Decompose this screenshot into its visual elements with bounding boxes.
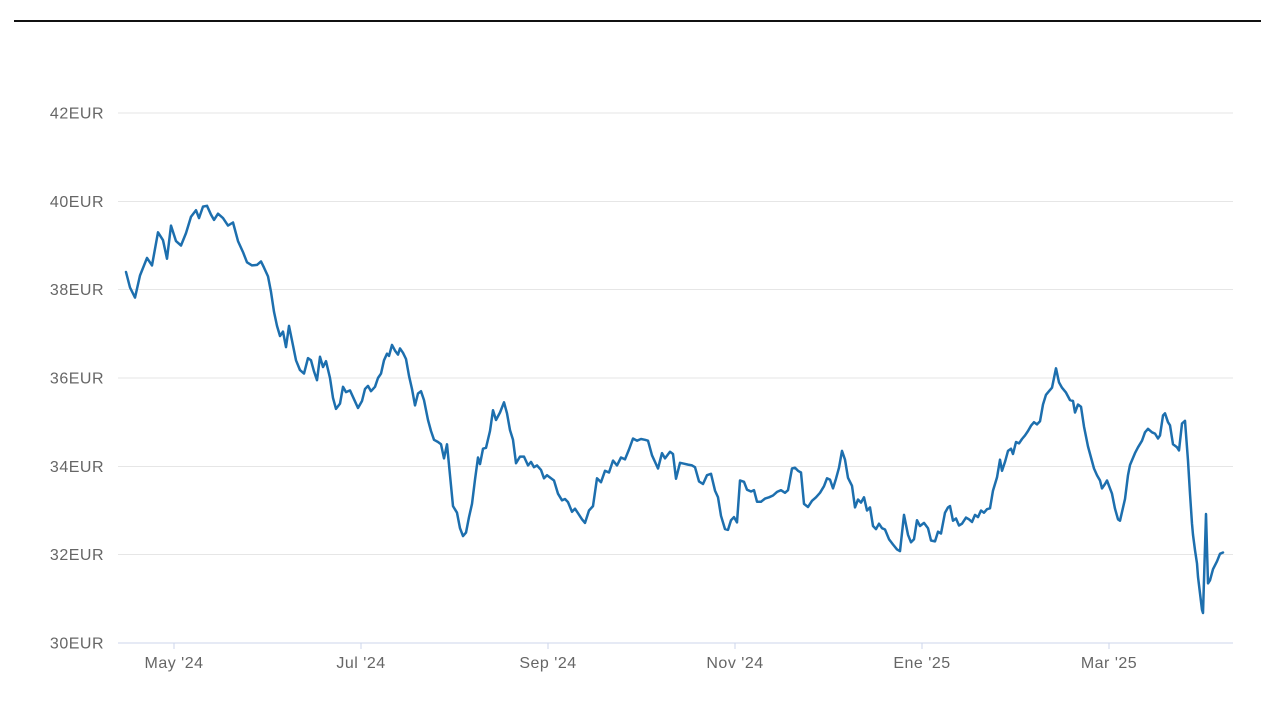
top-divider (14, 20, 1261, 22)
y-axis-label: 32EUR (50, 547, 104, 564)
price-series (124, 204, 1225, 615)
x-axis-label: Nov '24 (706, 655, 763, 672)
y-axis-label: 36EUR (50, 371, 104, 388)
y-axis-label: 42EUR (50, 106, 104, 123)
y-axis-label: 30EUR (50, 636, 104, 653)
gridlines (118, 112, 1233, 644)
x-axis-label: Ene '25 (893, 655, 950, 672)
y-axis-labels: 42EUR 40EUR 38EUR 36EUR 34EUR 32EUR 30EUR (50, 106, 104, 653)
y-axis-label: 34EUR (50, 459, 104, 476)
y-axis-label: 40EUR (50, 194, 104, 211)
x-axis-label: Jul '24 (336, 655, 385, 672)
x-axis-label: May '24 (144, 655, 203, 672)
x-axis-label: Mar '25 (1081, 655, 1137, 672)
x-axis: May '24 Jul '24 Sep '24 Nov '24 Ene '25 Mar '… (144, 643, 1137, 672)
price-line-series[interactable] (124, 204, 1225, 615)
y-axis-label: 38EUR (50, 282, 104, 299)
x-axis-label: Sep '24 (519, 655, 576, 672)
